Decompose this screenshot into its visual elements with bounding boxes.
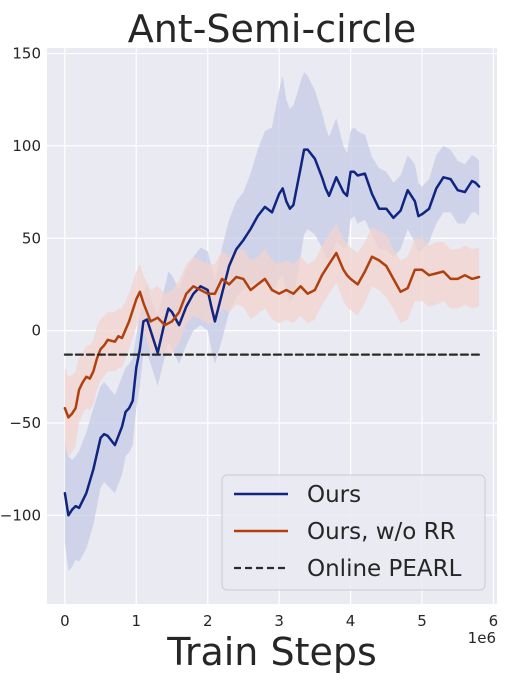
line-ours [63,148,481,517]
x-tick-label: 5 [417,612,427,630]
x-tick-label: 4 [346,612,356,630]
legend-label-ours: Ours [307,482,361,508]
y-tick-label: 100 [12,137,41,155]
x-tick-label: 0 [60,612,70,630]
y-tick-labels: −100 −50 0 50 100 150 [0,45,41,525]
band-ours-w-o-rr [64,223,480,457]
band-ours [64,72,480,571]
x-tick-label: 1 [132,612,142,630]
chart-title: Ant-Semi-circle [128,7,417,51]
line-ours-w-o-rr [63,251,481,419]
legend-label-online-pearl: Online PEARL [307,556,462,582]
series-lines [63,148,481,517]
x-offset-label: 1e6 [468,629,496,647]
x-tick-label: 2 [203,612,213,630]
y-tick-label: 0 [31,322,41,340]
confidence-bands [64,72,480,571]
legend: Ours Ours, w/o RR Online PEARL [221,474,486,591]
x-tick-labels: 0 1 2 3 4 5 6 [60,612,498,630]
y-tick-label: 150 [12,45,41,63]
x-tick-label: 3 [274,612,284,630]
x-axis-label: Train Steps [166,630,377,674]
y-tick-label: −100 [0,506,41,524]
y-tick-label: 50 [22,229,41,247]
y-tick-label: −50 [9,414,41,432]
legend-label-ours-wo-rr: Ours, w/o RR [307,519,456,545]
legend-box [221,474,486,591]
x-tick-label: 6 [489,612,499,630]
